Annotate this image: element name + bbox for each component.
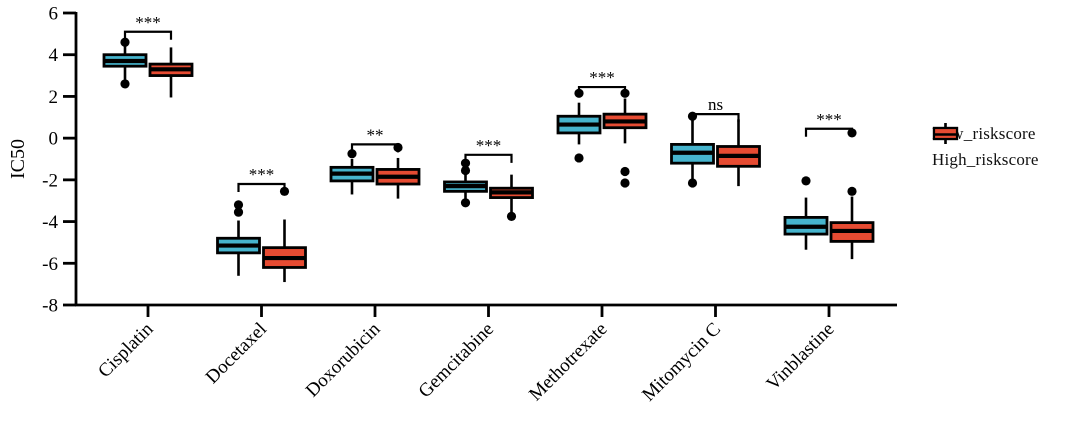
x-tick-label-methotrexate: Methotrexate: [525, 319, 611, 405]
outlier-gemcitabine-low-riskscore: [460, 158, 471, 168]
y-axis-title: IC50: [7, 139, 29, 179]
legend-item-high-riskscore: High_riskscore: [932, 123, 1039, 171]
significance-label-gemcitabine: ***: [476, 136, 502, 155]
x-tick-label-gemcitabine: Gemcitabine: [415, 319, 498, 402]
significance-bracket-mitomycin-c: [691, 113, 740, 123]
significance-bracket-vinblastine: [804, 127, 854, 137]
significance-bracket-gemcitabine: [464, 153, 513, 163]
legend-label-high-riskscore: High_riskscore: [932, 149, 1039, 169]
significance-bracket-cisplatin: [123, 30, 173, 40]
x-tick-label-docetaxel: Docetaxel: [202, 319, 271, 388]
x-tick-label-doxorubicin: Doxorubicin: [302, 318, 385, 401]
significance-label-cisplatin: ***: [135, 13, 161, 32]
y-tick-label: -6: [42, 254, 58, 275]
significance-label-methotrexate: ***: [589, 68, 615, 87]
y-tick-label: 2: [49, 87, 59, 108]
x-tick-label-mitomycin-c: Mitomycin C: [638, 319, 725, 406]
y-tick-label: -2: [42, 170, 58, 191]
outlier-doxorubicin-low-riskscore: [347, 149, 357, 159]
outlier-gemcitabine-low-riskscore: [460, 198, 471, 208]
outlier-gemcitabine-low-riskscore: [460, 165, 471, 176]
significance-label-vinblastine: ***: [816, 110, 842, 129]
outlier-cisplatin-low-riskscore: [120, 37, 130, 47]
significance-bracket-docetaxel: [237, 182, 286, 193]
outlier-gemcitabine-high-riskscore: [506, 211, 517, 221]
outlier-docetaxel-low-riskscore: [233, 207, 244, 217]
outlier-vinblastine-low-riskscore: [801, 176, 811, 186]
x-tick-label-cisplatin: Cisplatin: [94, 318, 158, 382]
y-tick-label: -8: [42, 296, 58, 317]
outlier-cisplatin-low-riskscore: [120, 79, 130, 89]
y-tick-label: 4: [49, 45, 59, 66]
outlier-vinblastine-high-riskscore: [847, 186, 857, 196]
outlier-mitomycin-c-low-riskscore: [687, 178, 698, 188]
x-tick-label-vinblastine: Vinblastine: [763, 319, 839, 395]
outlier-docetaxel-low-riskscore: [233, 200, 244, 210]
high-riskscore-boxplot-icon: [932, 123, 959, 144]
y-tick-label: 0: [49, 129, 59, 150]
significance-label-docetaxel: ***: [249, 165, 275, 184]
outlier-methotrexate-high-riskscore: [620, 178, 630, 188]
significance-bracket-methotrexate: [577, 85, 627, 96]
significance-label-mitomycin-c: ns: [708, 95, 723, 114]
outlier-methotrexate-high-riskscore: [620, 166, 630, 177]
outlier-methotrexate-low-riskscore: [574, 153, 584, 163]
significance-bracket-doxorubicin: [350, 143, 400, 153]
y-tick-label: 6: [49, 4, 59, 25]
significance-label-doxorubicin: **: [367, 125, 384, 144]
legend: Low_riskscore High_riskscore: [932, 122, 1039, 171]
y-tick-label: -4: [42, 212, 58, 233]
